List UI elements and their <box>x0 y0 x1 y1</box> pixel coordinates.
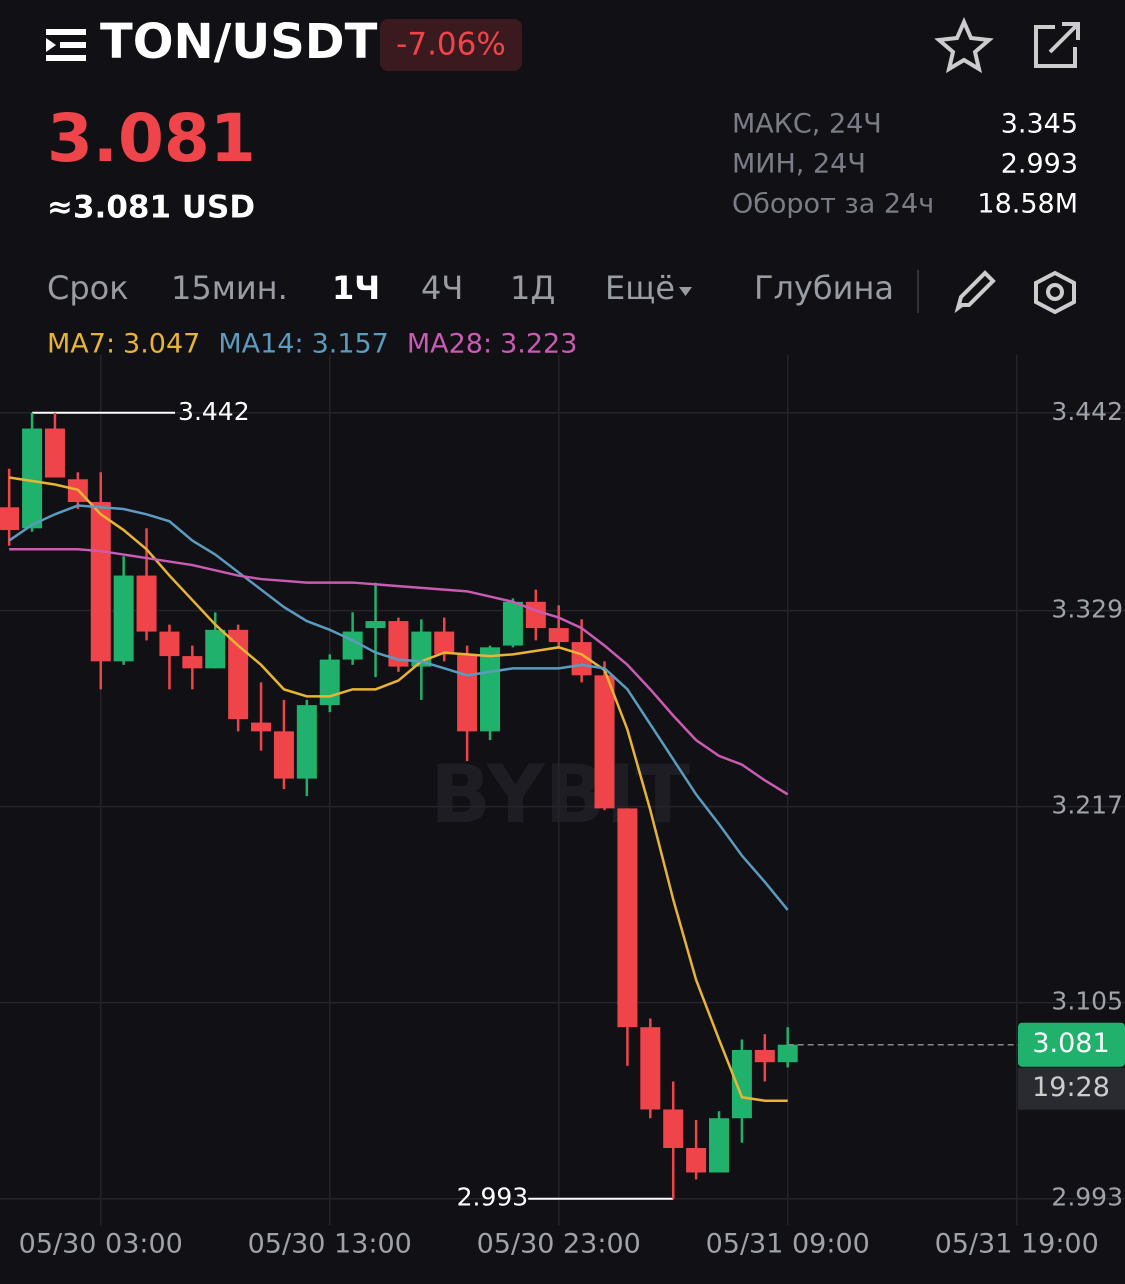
candle-body <box>113 575 134 662</box>
candle-body <box>548 628 569 643</box>
ma-line <box>8 504 789 911</box>
candle-body <box>411 631 432 667</box>
low-marker-label: 2.993 <box>457 1183 529 1212</box>
y-tick-label: 2.993 <box>1051 1183 1123 1212</box>
stat-label: Оборот за 24ч <box>732 189 934 220</box>
legend-value: 3.157 <box>312 329 389 360</box>
candle-body <box>480 647 501 732</box>
candle-body <box>571 642 592 676</box>
last-price: 3.081 <box>47 100 256 177</box>
legend-name: MA28: <box>407 329 492 360</box>
legend-value: 3.047 <box>123 329 200 360</box>
candle-body <box>434 631 455 655</box>
pair[interactable]: TON/USDT <box>100 14 378 70</box>
candle-body <box>709 1118 730 1173</box>
y-tick-label: 3.442 <box>1051 397 1123 426</box>
tab[interactable]: 4Ч <box>421 269 463 307</box>
x-tick-label: 05/30 03:00 <box>19 1229 183 1260</box>
candle-body <box>525 601 546 629</box>
x-tick-label: 05/31 19:00 <box>935 1229 1099 1260</box>
share-icon[interactable] <box>1034 22 1080 68</box>
tab[interactable]: 1Д <box>510 269 555 307</box>
candle-body <box>365 621 386 629</box>
y-tick-label: 3.105 <box>1051 987 1123 1016</box>
candle-body <box>457 654 478 732</box>
tab[interactable]: Глубина <box>754 269 894 307</box>
x-tick-label: 05/31 09:00 <box>706 1229 870 1260</box>
draw-icon[interactable] <box>954 270 996 314</box>
y-tick-label: 3.329 <box>1051 595 1123 624</box>
y-tick-label: 3.217 <box>1051 791 1123 820</box>
candle-body <box>731 1049 752 1119</box>
candle-body <box>136 575 157 632</box>
change-badge <box>380 19 522 71</box>
x-tick-label: 05/30 23:00 <box>477 1229 641 1260</box>
candle-body <box>251 722 272 732</box>
countdown: 19:28 <box>1032 1072 1110 1103</box>
candle-body <box>388 621 409 667</box>
candle-body <box>617 808 638 1028</box>
candle-body <box>754 1049 775 1063</box>
legend-value: 3.223 <box>500 329 577 360</box>
candle-body <box>205 629 226 669</box>
candle-body <box>182 656 203 669</box>
candle-body <box>319 659 340 706</box>
change: -7.06% <box>396 27 506 63</box>
x-tick-label: 05/30 13:00 <box>248 1229 412 1260</box>
candle-body <box>296 705 317 779</box>
candle-body <box>777 1044 798 1063</box>
tab[interactable]: 15мин. <box>171 269 288 307</box>
usd-price: ≈3.081 USD <box>47 190 255 226</box>
candle-body <box>0 507 20 531</box>
legend-name: MA14: <box>218 329 303 360</box>
ma-line <box>9 548 789 796</box>
candle-body <box>44 428 65 478</box>
settings-icon[interactable] <box>1034 270 1076 315</box>
watermark: BYBIT <box>430 748 690 841</box>
candle-body <box>594 675 615 809</box>
candle-body <box>686 1147 707 1173</box>
tab[interactable]: Срок <box>47 269 129 307</box>
menu-icon[interactable] <box>46 29 86 61</box>
candle-body <box>159 631 180 657</box>
stat-label: МАКС, 24Ч <box>732 109 882 140</box>
high-marker-label: 3.442 <box>178 397 250 426</box>
countdown-tag <box>1018 1067 1125 1110</box>
candle-body <box>640 1027 661 1110</box>
candle-body <box>228 629 249 720</box>
ma-line <box>8 476 788 1102</box>
legend-name: MA7: <box>47 329 115 360</box>
dropdown-arrow <box>679 287 692 296</box>
candle-body <box>22 428 43 529</box>
stat-value: 18.58M <box>977 189 1078 220</box>
tab[interactable]: Ещё <box>605 269 675 307</box>
tab[interactable]: 1Ч <box>332 269 380 307</box>
stat-value: 3.345 <box>1001 109 1078 140</box>
candle-body <box>90 502 111 662</box>
candle-body <box>273 731 294 779</box>
stat-value: 2.993 <box>1001 149 1078 180</box>
candle-body <box>663 1109 684 1148</box>
favorite-icon[interactable] <box>934 17 994 74</box>
stat-label: МИН, 24Ч <box>732 149 866 180</box>
last-price-tag <box>1018 1022 1125 1067</box>
last-price-label: 3.081 <box>1032 1028 1109 1059</box>
candle-body <box>502 601 523 646</box>
